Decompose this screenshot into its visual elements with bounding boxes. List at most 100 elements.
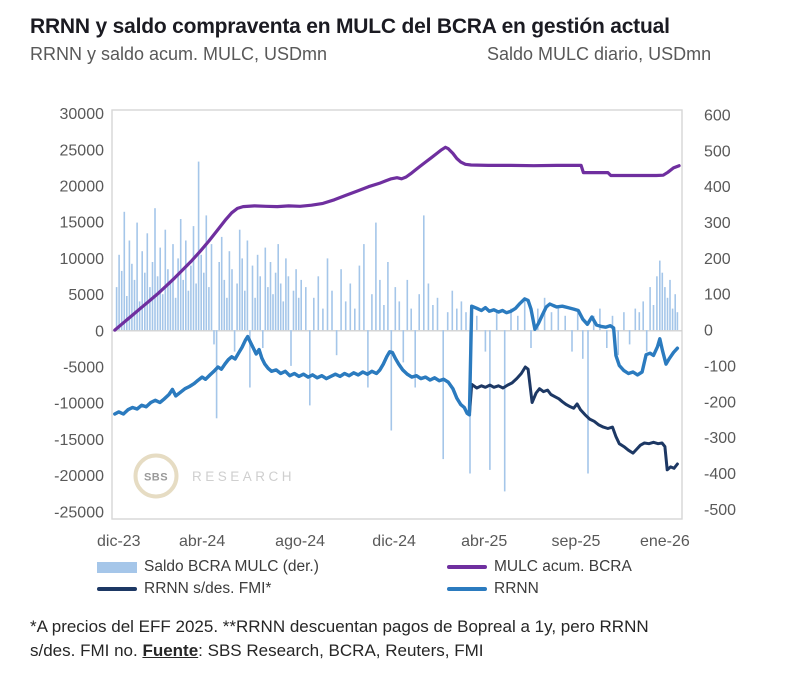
bar xyxy=(233,330,236,352)
bar xyxy=(363,244,365,331)
bar xyxy=(292,290,295,331)
x-tick-label: sep-25 xyxy=(552,533,601,550)
bar xyxy=(205,215,208,331)
bar xyxy=(661,272,664,331)
legend-label: RRNN xyxy=(494,580,539,598)
bar xyxy=(309,330,311,406)
bar xyxy=(617,330,619,356)
bar xyxy=(282,301,285,331)
x-tick-label: dic-23 xyxy=(97,533,141,550)
bar xyxy=(131,264,133,331)
bar xyxy=(476,316,478,331)
bar xyxy=(156,276,159,331)
bar xyxy=(427,283,430,331)
axis-subtitles: RRNN y saldo acum. MULC, USDmn Saldo MUL… xyxy=(30,44,770,70)
x-tick-label: abr-24 xyxy=(179,533,225,550)
bar xyxy=(564,316,566,331)
x-tick-label: ago-24 xyxy=(275,533,325,550)
bar xyxy=(656,276,658,331)
bar xyxy=(523,301,526,331)
bar xyxy=(465,312,467,331)
sbs-logo-text: SBS xyxy=(144,472,168,484)
right-axis-subtitle: Saldo MULC diario, USDmn xyxy=(487,44,712,65)
bar xyxy=(133,280,136,331)
x-tick-label: ene-26 xyxy=(640,533,690,550)
bar xyxy=(317,276,320,331)
bar-swatch xyxy=(97,561,137,573)
y-right-tick-label: 300 xyxy=(704,215,731,232)
bar xyxy=(210,244,213,331)
bar xyxy=(550,312,553,331)
y-left-tick-label: -10000 xyxy=(54,396,104,413)
bar xyxy=(659,260,661,331)
bar xyxy=(313,298,315,331)
bar xyxy=(645,330,648,352)
bar xyxy=(484,330,487,352)
y-left-tick-label: -5000 xyxy=(63,360,104,377)
bars-saldo-bcra-mulc xyxy=(115,161,679,492)
bar xyxy=(510,308,512,331)
bar xyxy=(120,271,123,331)
bar xyxy=(215,330,218,419)
bar xyxy=(277,244,279,331)
bar xyxy=(432,305,434,331)
x-tick-label: dic-24 xyxy=(372,533,416,550)
bar xyxy=(410,308,412,331)
bar xyxy=(537,308,539,331)
bar xyxy=(128,240,131,331)
bar xyxy=(151,262,154,331)
line-swatch xyxy=(447,565,487,570)
footnote: *A precios del EFF 2025. **RRNN descuent… xyxy=(30,615,770,663)
bar xyxy=(285,258,287,331)
bar xyxy=(456,308,458,331)
bar xyxy=(390,330,393,431)
bar xyxy=(290,330,292,367)
y-left-tick-label: 30000 xyxy=(60,106,105,123)
footnote-source-label: Fuente xyxy=(142,641,199,661)
footnote-line1: *A precios del EFF 2025. **RRNN descuent… xyxy=(30,617,649,637)
bar xyxy=(414,330,416,388)
bar xyxy=(267,287,269,331)
legend-label: RRNN s/des. FMI* xyxy=(144,580,272,598)
y-left-tick-label: 10000 xyxy=(60,251,105,268)
bar xyxy=(295,269,297,331)
bar xyxy=(174,298,177,331)
axis-labels: 300002500020000150001000050000-5000-1000… xyxy=(54,106,736,550)
y-right-tick-label: 0 xyxy=(704,323,713,340)
bar xyxy=(587,330,589,474)
y-left-tick-label: -15000 xyxy=(54,432,104,449)
bar xyxy=(259,276,261,331)
bar xyxy=(264,247,267,331)
y-left-tick-label: 5000 xyxy=(68,287,104,304)
bar xyxy=(226,298,228,331)
bar xyxy=(218,262,220,331)
legend-label: MULC acum. BCRA xyxy=(494,558,632,576)
bar xyxy=(246,240,249,331)
bar xyxy=(177,258,179,331)
bar xyxy=(606,330,608,349)
legend-item-rrnn: RRNN xyxy=(447,580,539,598)
bar xyxy=(179,219,182,331)
bar xyxy=(340,269,342,331)
bar xyxy=(642,301,644,331)
line-swatch xyxy=(447,587,487,592)
bar xyxy=(305,287,307,331)
bar xyxy=(123,212,126,331)
x-tick-label: abr-25 xyxy=(461,533,507,550)
bar xyxy=(115,287,118,331)
bar xyxy=(379,280,381,331)
y-right-tick-label: 200 xyxy=(704,251,731,268)
bar xyxy=(571,330,573,352)
bar xyxy=(118,255,120,331)
bar xyxy=(634,308,637,331)
bar xyxy=(446,312,449,331)
bar xyxy=(182,280,184,331)
bar xyxy=(256,255,259,331)
bar xyxy=(649,287,651,331)
bar xyxy=(423,215,425,331)
bar xyxy=(530,330,532,349)
bar xyxy=(200,255,202,331)
chart-plot: SBS RESEARCH30000250002000015000100005000… xyxy=(54,106,736,550)
bar xyxy=(146,233,149,331)
y-left-tick-label: -20000 xyxy=(54,468,104,485)
